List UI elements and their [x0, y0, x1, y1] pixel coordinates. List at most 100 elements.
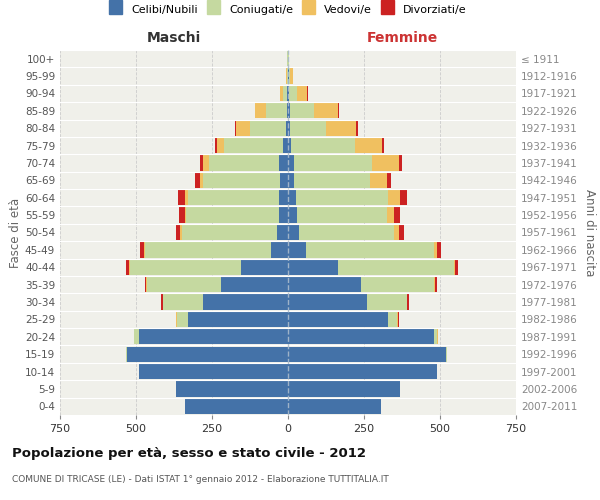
- Bar: [290, 120, 326, 136]
- Bar: [241, 260, 288, 275]
- Bar: [294, 156, 371, 170]
- Bar: [394, 208, 400, 223]
- Bar: [388, 312, 397, 327]
- Text: COMUNE DI TRICASE (LE) - Dati ISTAT 1° gennaio 2012 - Elaborazione TUTTITALIA.IT: COMUNE DI TRICASE (LE) - Dati ISTAT 1° g…: [12, 475, 389, 484]
- Bar: [182, 225, 277, 240]
- Bar: [139, 364, 288, 379]
- Bar: [290, 103, 314, 118]
- Bar: [279, 156, 288, 170]
- Bar: [399, 225, 404, 240]
- Bar: [224, 138, 283, 153]
- Bar: [236, 120, 250, 136]
- Bar: [361, 277, 434, 292]
- Bar: [188, 312, 288, 327]
- Bar: [289, 86, 296, 101]
- Bar: [397, 312, 398, 327]
- Bar: [306, 242, 434, 258]
- Bar: [287, 68, 288, 84]
- Bar: [288, 242, 306, 258]
- Bar: [250, 120, 286, 136]
- Bar: [288, 68, 289, 84]
- Bar: [437, 242, 440, 258]
- Bar: [179, 208, 185, 223]
- Bar: [286, 120, 288, 136]
- Bar: [454, 260, 455, 275]
- Bar: [288, 312, 388, 327]
- Text: Femmine: Femmine: [367, 31, 437, 45]
- Bar: [286, 68, 287, 84]
- Bar: [221, 277, 288, 292]
- Bar: [288, 364, 437, 379]
- Bar: [356, 120, 358, 136]
- Bar: [387, 172, 391, 188]
- Bar: [185, 190, 188, 206]
- Bar: [203, 172, 280, 188]
- Bar: [271, 242, 288, 258]
- Bar: [287, 51, 288, 66]
- Bar: [129, 260, 130, 275]
- Bar: [288, 172, 294, 188]
- Bar: [288, 156, 294, 170]
- Bar: [288, 120, 290, 136]
- Bar: [146, 277, 221, 292]
- Bar: [145, 277, 146, 292]
- Bar: [399, 156, 402, 170]
- Bar: [297, 208, 387, 223]
- Bar: [291, 138, 355, 153]
- Bar: [400, 190, 407, 206]
- Bar: [215, 138, 217, 153]
- Bar: [145, 242, 271, 258]
- Bar: [180, 225, 182, 240]
- Bar: [296, 190, 388, 206]
- Bar: [178, 190, 185, 206]
- Bar: [130, 260, 241, 275]
- Bar: [288, 86, 289, 101]
- Bar: [176, 382, 288, 396]
- Bar: [307, 86, 308, 101]
- Bar: [407, 294, 409, 310]
- Bar: [288, 138, 291, 153]
- Bar: [288, 51, 289, 66]
- Bar: [388, 190, 400, 206]
- Bar: [203, 156, 209, 170]
- Bar: [126, 346, 127, 362]
- Bar: [203, 294, 288, 310]
- Bar: [287, 103, 288, 118]
- Bar: [279, 190, 288, 206]
- Bar: [161, 294, 163, 310]
- Bar: [289, 68, 290, 84]
- Bar: [188, 190, 279, 206]
- Bar: [294, 172, 370, 188]
- Bar: [299, 225, 394, 240]
- Bar: [185, 208, 186, 223]
- Bar: [338, 260, 454, 275]
- Bar: [288, 208, 297, 223]
- Bar: [177, 312, 188, 327]
- Bar: [387, 208, 394, 223]
- Legend: Celibi/Nubili, Coniugati/e, Vedovi/e, Divorziati/e: Celibi/Nubili, Coniugati/e, Vedovi/e, Di…: [109, 4, 467, 15]
- Bar: [288, 382, 400, 396]
- Bar: [367, 294, 407, 310]
- Y-axis label: Fasce di età: Fasce di età: [9, 198, 22, 268]
- Bar: [126, 260, 129, 275]
- Bar: [195, 172, 200, 188]
- Bar: [434, 277, 435, 292]
- Bar: [296, 86, 307, 101]
- Bar: [326, 120, 356, 136]
- Bar: [371, 156, 399, 170]
- Bar: [277, 225, 288, 240]
- Bar: [266, 103, 287, 118]
- Bar: [314, 103, 338, 118]
- Bar: [288, 329, 434, 344]
- Bar: [143, 242, 145, 258]
- Bar: [140, 242, 143, 258]
- Bar: [288, 346, 446, 362]
- Bar: [370, 172, 387, 188]
- Bar: [435, 277, 437, 292]
- Bar: [185, 398, 288, 414]
- Bar: [134, 329, 139, 344]
- Bar: [255, 103, 266, 118]
- Bar: [235, 120, 236, 136]
- Bar: [288, 398, 381, 414]
- Bar: [455, 260, 458, 275]
